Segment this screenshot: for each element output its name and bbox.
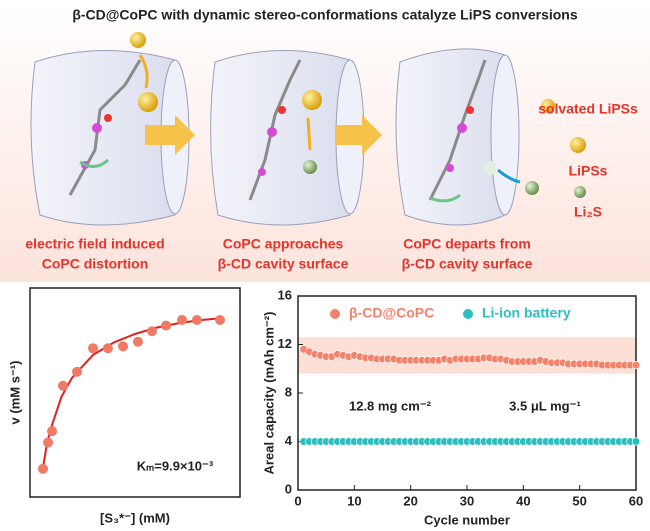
species-legend-icons — [541, 99, 586, 198]
step-caption: electric field induced — [25, 236, 164, 252]
data-point — [43, 437, 54, 448]
step-caption: CoPC departs from — [403, 236, 531, 252]
annotation: 3.5 μL mg⁻¹ — [509, 398, 581, 413]
step-caption: CoPC approaches — [223, 236, 344, 252]
step-caption: CoPC distortion — [42, 256, 149, 272]
x-tick-label: 40 — [516, 493, 530, 508]
fit-curve — [41, 317, 221, 470]
data-point — [88, 343, 98, 354]
legend-label: β-CD@CoPC — [349, 305, 434, 321]
data-point — [38, 463, 49, 474]
y-tick-label: 16 — [278, 287, 292, 302]
plot-frame — [29, 287, 241, 498]
y-tick-label: 8 — [285, 384, 292, 399]
data-point — [161, 320, 172, 331]
data-point — [132, 336, 143, 347]
y-tick-label: 4 — [285, 433, 293, 448]
x-tick-label: 50 — [572, 493, 586, 508]
data-point — [215, 314, 226, 325]
y-tick-label: 0 — [285, 481, 292, 496]
title: β-CD@CoPC with dynamic stereo-conformati… — [72, 7, 578, 23]
data-point — [72, 366, 83, 377]
legend-label: Li-ion battery — [482, 305, 571, 321]
data-point — [57, 380, 68, 391]
legend-marker — [330, 309, 340, 319]
x-tick-label: 60 — [629, 493, 643, 508]
illustration — [30, 48, 520, 226]
y-tick-label: 12 — [278, 336, 292, 351]
x-tick-label: 20 — [403, 493, 417, 508]
data-point — [118, 341, 129, 352]
step-caption: β-CD cavity surface — [218, 256, 349, 272]
x-tick-label: 30 — [460, 493, 474, 508]
legend-label: solvated LiPSs — [538, 101, 638, 117]
axis-label: v (mM s⁻¹) — [7, 361, 22, 425]
reaction-species — [79, 32, 539, 203]
plot-frame — [297, 295, 637, 491]
legend-label: Li₂S — [574, 204, 602, 220]
molecule-atoms — [81, 106, 474, 176]
axis-label: [S₃*⁻] (mM) — [100, 510, 170, 525]
data-point — [177, 314, 188, 325]
annotation: 12.8 mg cm⁻² — [349, 398, 432, 413]
annotation: Kₘ=9.9×10⁻³ — [137, 458, 214, 473]
legend-marker — [463, 309, 473, 319]
data-point — [191, 314, 202, 325]
data-point — [147, 326, 158, 337]
data-point — [631, 437, 641, 446]
x-tick-label: 0 — [294, 493, 301, 508]
data-point — [47, 426, 58, 437]
x-tick-label: 10 — [347, 493, 361, 508]
data-point — [102, 343, 113, 354]
data-point — [631, 361, 641, 370]
axis-label: Areal capacity (mAh cm⁻²) — [261, 312, 276, 475]
legend-label: LiPSs — [569, 163, 608, 179]
axis-label: Cycle number — [424, 512, 510, 527]
process-arrows — [145, 115, 382, 155]
step-caption: β-CD cavity surface — [402, 256, 533, 272]
